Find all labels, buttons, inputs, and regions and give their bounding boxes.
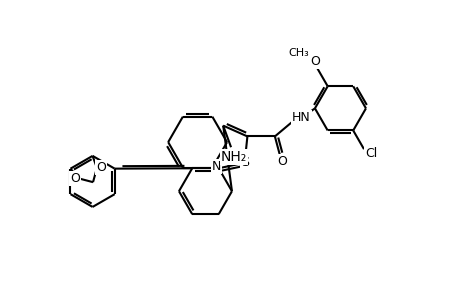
Text: N: N [212,160,221,173]
Text: S: S [240,156,248,169]
Text: CH₃: CH₃ [288,48,309,58]
Text: O: O [70,172,79,185]
Text: NH₂: NH₂ [220,150,246,164]
Text: HN: HN [291,111,310,124]
Text: O: O [276,155,286,168]
Text: O: O [95,161,106,175]
Text: O: O [309,55,319,68]
Text: Cl: Cl [364,147,376,160]
